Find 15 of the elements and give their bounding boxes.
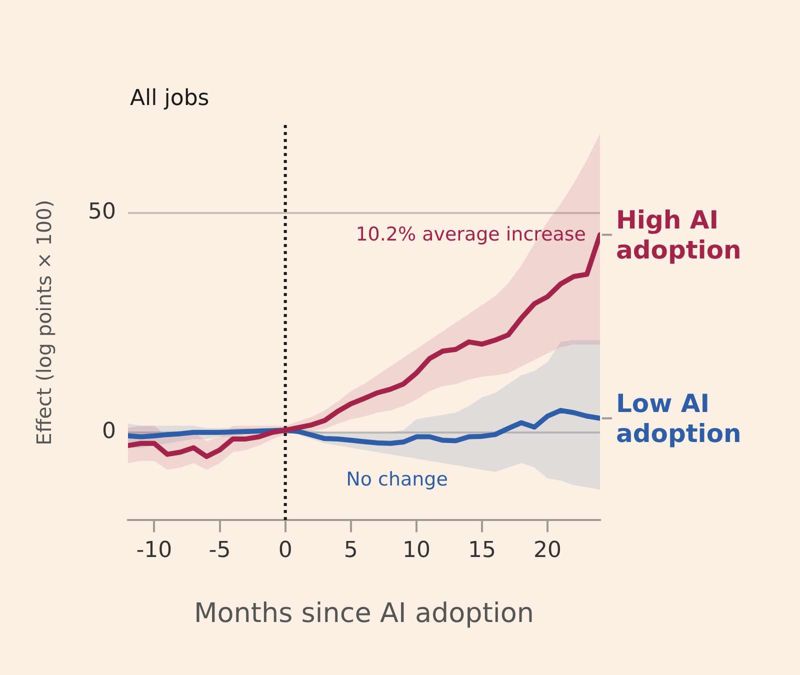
x-tick-label: 15 <box>468 538 496 564</box>
annotation: No change <box>346 468 448 491</box>
x-tick-label: 0 <box>278 538 292 564</box>
series-label: High AI adoption <box>616 205 742 264</box>
x-tick-label: 20 <box>534 538 562 564</box>
chart-title: All jobs <box>130 86 210 111</box>
y-axis-title: Effect (log points × 100) <box>32 200 56 446</box>
y-tick-label: 50 <box>88 200 116 225</box>
series-label: Low AI adoption <box>616 388 742 448</box>
x-tick-label: 10 <box>402 538 430 564</box>
x-tick-label: 5 <box>344 538 358 564</box>
x-tick-label: -10 <box>136 538 172 564</box>
x-axis-title: Months since AI adoption <box>194 598 534 629</box>
annotation: 10.2% average increase <box>356 224 586 246</box>
x-tick-label: -5 <box>208 538 231 564</box>
